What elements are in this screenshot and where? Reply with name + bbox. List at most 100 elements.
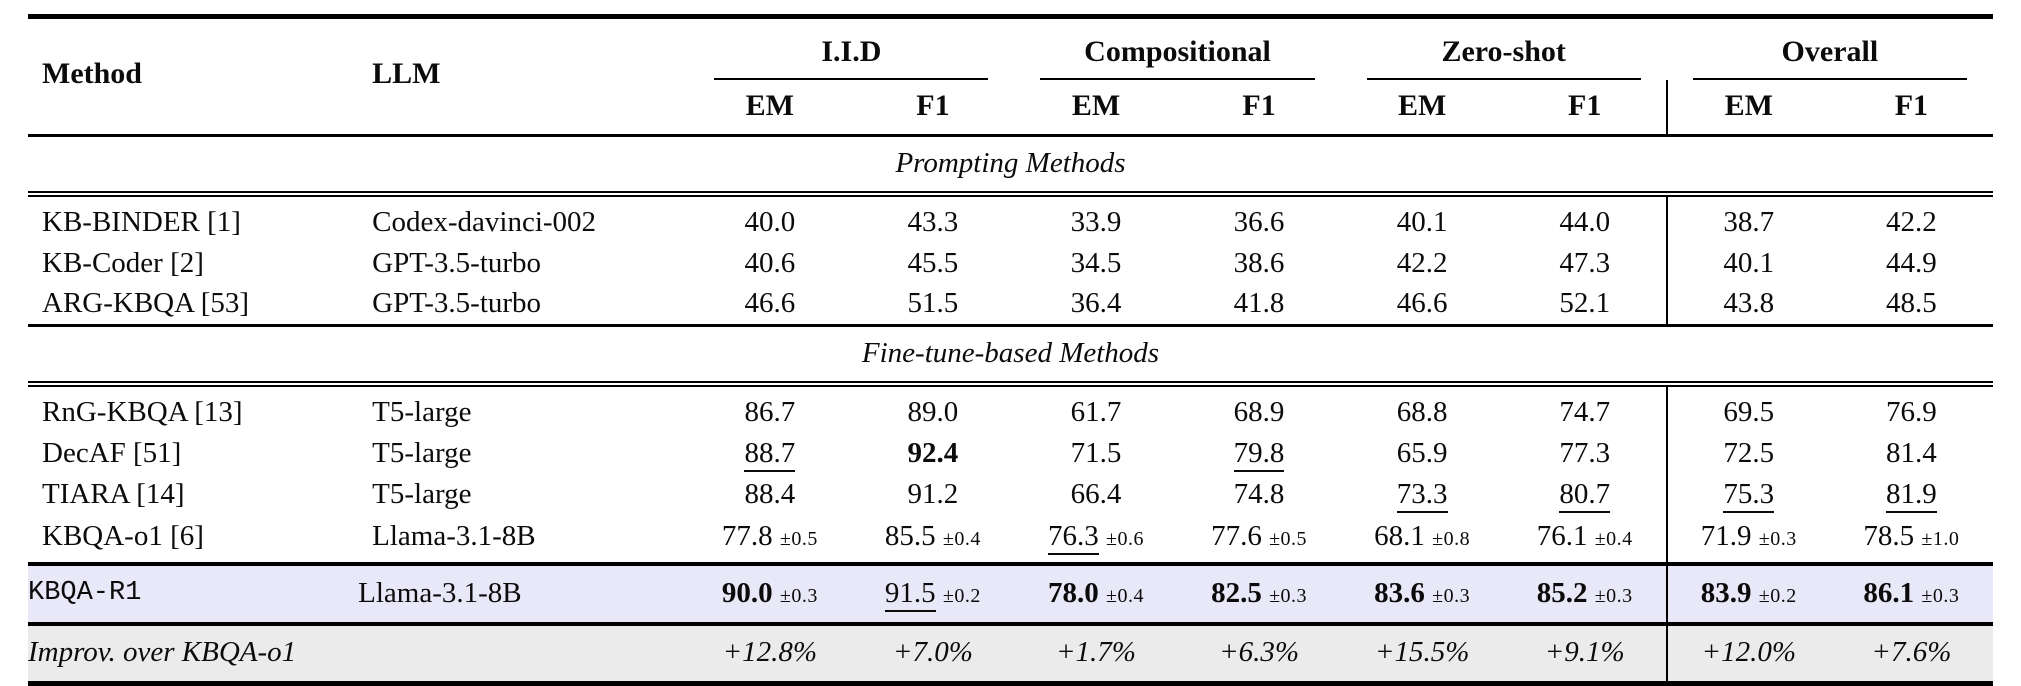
second-best-value: 76.3 xyxy=(1047,520,1099,556)
subcol-comp-em: EM xyxy=(1014,80,1178,137)
metric-cell: 36.4 xyxy=(1070,287,1122,320)
highlighted-row-kbqa-r1: KBQA-R1 Llama-3.1-8B 90.0 ±0.3 91.5 ±0.2… xyxy=(28,564,1993,626)
metric-cell: 86.1 ±0.3 xyxy=(1829,564,1993,626)
improvement-cell: +12.8% xyxy=(688,623,852,686)
section-title: Fine-tune-based Methods xyxy=(28,324,1993,387)
group-header-overall-label: Overall xyxy=(1692,33,1967,80)
stddev-value: ±0.3 xyxy=(1921,585,1960,608)
improvement-cell: +7.0% xyxy=(851,623,1015,686)
metric-cell: 81.9 xyxy=(1830,474,1993,515)
table-row: TIARA [14] T5-large 88.4 91.2 66.4 74.8 … xyxy=(28,473,1993,515)
metric-cell: 72.5 xyxy=(1665,432,1830,474)
section-row-prompting: Prompting Methods xyxy=(28,133,1993,197)
best-value: 86.1 xyxy=(1863,577,1915,610)
metric-cell: 79.8 xyxy=(1178,433,1341,474)
group-header-compositional: Compositional xyxy=(1014,14,1341,80)
method-cell: ARG-KBQA [53] xyxy=(42,287,250,320)
metric-cell: 44.9 xyxy=(1886,246,1937,279)
metric-cell: 78.0 ±0.4 xyxy=(1014,564,1178,626)
metric-cell: 40.1 xyxy=(1396,205,1448,238)
improvement-cell: +7.6% xyxy=(1829,623,1993,686)
metric-cell: 88.4 xyxy=(744,477,796,510)
best-value: 85.2 xyxy=(1536,577,1588,610)
best-value: 83.9 xyxy=(1700,577,1752,610)
stddev-value: ±0.3 xyxy=(1594,585,1633,608)
second-best-value: 88.7 xyxy=(744,436,796,472)
metric-cell: 68.9 xyxy=(1233,395,1285,428)
second-best-value: 73.3 xyxy=(1396,477,1448,513)
method-cell: KB-Coder [2] xyxy=(42,246,204,279)
subcol-comp-f1: F1 xyxy=(1177,80,1341,137)
stddev-value: ±0.3 xyxy=(1758,528,1797,551)
stddev-value: ±0.3 xyxy=(1269,585,1308,608)
col-header-llm-label: LLM xyxy=(372,56,441,90)
method-cell: DecAF [51] xyxy=(42,436,182,469)
metric-cell: 76.3 ±0.6 xyxy=(1014,514,1178,567)
col-header-method-label: Method xyxy=(42,56,142,90)
subcol-header-row: EM F1 EM F1 EM F1 EM F1 xyxy=(28,80,1993,137)
metric-cell: 42.2 xyxy=(1886,205,1937,238)
best-value: 90.0 xyxy=(721,577,773,610)
second-best-value: 80.7 xyxy=(1559,477,1611,513)
metric-value: 68.1 xyxy=(1374,520,1425,553)
subcol-overall-f1: F1 xyxy=(1829,80,1993,137)
method-cell: TIARA [14] xyxy=(42,477,185,510)
subcol-overall-em: EM xyxy=(1665,80,1830,137)
metric-value: 85.5 xyxy=(884,520,936,553)
metric-cell: 80.7 xyxy=(1504,474,1667,515)
second-best-value: 91.5 xyxy=(884,577,936,613)
metric-cell: 78.5 ±1.0 xyxy=(1829,514,1993,567)
subcol-zero-em: EM xyxy=(1340,80,1504,137)
llm-cell: Codex-davinci-002 xyxy=(372,205,597,238)
stddev-value: ±0.5 xyxy=(1269,528,1308,551)
table-row: RnG-KBQA [13] T5-large 86.7 89.0 61.7 68… xyxy=(28,383,1993,433)
metric-cell: 83.6 ±0.3 xyxy=(1340,564,1504,626)
metric-cell: 91.5 ±0.2 xyxy=(851,564,1015,626)
metric-cell: 89.0 xyxy=(907,395,959,428)
group-header-overall: Overall xyxy=(1666,14,1993,80)
subcol-iid-em: EM xyxy=(688,80,852,137)
metric-value: 71.9 xyxy=(1700,520,1752,553)
table-row: KBQA-o1 [6] Llama-3.1-8B 77.8 ±0.5 85.5 … xyxy=(28,514,1993,567)
metric-cell: 46.6 xyxy=(744,287,796,320)
metric-cell: 34.5 xyxy=(1070,246,1122,279)
metric-cell: 76.9 xyxy=(1886,395,1937,428)
best-value: 78.0 xyxy=(1047,577,1099,610)
best-value: 82.5 xyxy=(1211,577,1262,610)
metric-cell: 47.3 xyxy=(1559,246,1611,279)
improvement-cell: +6.3% xyxy=(1177,623,1341,686)
metric-cell: 48.5 xyxy=(1886,287,1937,320)
best-value: 83.6 xyxy=(1374,577,1425,610)
stddev-value: ±0.2 xyxy=(1758,585,1797,608)
metric-cell: 82.5 ±0.3 xyxy=(1177,564,1341,626)
stddev-value: ±0.4 xyxy=(1105,585,1144,608)
group-header-iid-label: I.I.D xyxy=(714,33,989,80)
metric-cell: 71.5 xyxy=(1070,436,1122,469)
metric-cell: 90.0 ±0.3 xyxy=(688,564,852,626)
metric-cell: 74.8 xyxy=(1233,477,1285,510)
benchmark-results-table: Method LLM I.I.D Compositional Zero-shot… xyxy=(28,14,1993,686)
llm-cell: T5-large xyxy=(372,395,472,428)
metric-cell: 86.7 xyxy=(744,395,796,428)
metric-value: 76.1 xyxy=(1536,520,1588,553)
metric-cell: 36.6 xyxy=(1233,205,1285,238)
table-row: KB-BINDER [1] Codex-davinci-002 40.0 43.… xyxy=(28,193,1993,243)
metric-cell: 40.6 xyxy=(744,246,796,279)
metric-cell: 38.7 xyxy=(1665,193,1830,243)
stddev-value: ±0.8 xyxy=(1432,528,1471,551)
second-best-value: 79.8 xyxy=(1233,436,1285,472)
metric-cell: 61.7 xyxy=(1070,395,1122,428)
metric-value: 77.6 xyxy=(1211,520,1262,553)
method-cell: KB-BINDER [1] xyxy=(42,205,241,238)
llm-cell: T5-large xyxy=(372,477,472,510)
metric-cell: 77.8 ±0.5 xyxy=(688,514,852,567)
stddev-value: ±0.4 xyxy=(1594,528,1633,551)
improvement-cell: +1.7% xyxy=(1014,623,1178,686)
metric-cell: 44.0 xyxy=(1559,205,1611,238)
metric-cell: 42.2 xyxy=(1396,246,1448,279)
metric-cell: 77.6 ±0.5 xyxy=(1177,514,1341,567)
stddev-value: ±0.3 xyxy=(1432,585,1471,608)
group-header-zeroshot-label: Zero-shot xyxy=(1366,33,1641,80)
col-header-method: Method xyxy=(28,14,359,136)
